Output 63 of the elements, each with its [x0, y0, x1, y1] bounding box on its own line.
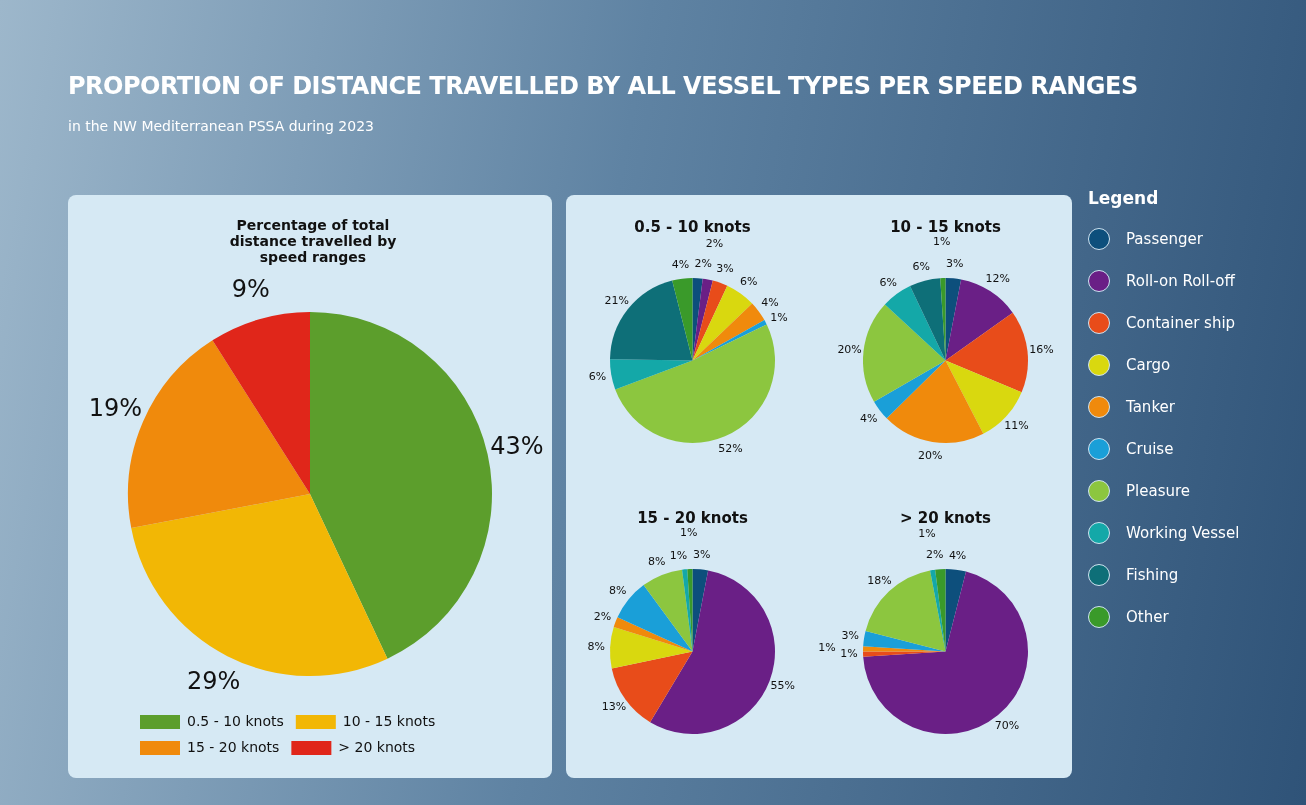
data-label: 3% [945, 257, 964, 271]
data-label: 1% [669, 548, 688, 562]
data-label: 1% [918, 527, 936, 541]
data-label: 21% [604, 293, 630, 307]
legend-label: 0.5 - 10 knots [187, 712, 284, 729]
data-label: 9% [231, 274, 270, 303]
data-label: 2% [705, 236, 724, 250]
data-label: 19% [88, 394, 143, 423]
data-label: 16% [1029, 342, 1054, 356]
data-label: 4% [948, 548, 967, 562]
data-label: 6% [912, 259, 930, 273]
legend-label: Passenger [1126, 230, 1203, 248]
legend-label: Fishing [1126, 566, 1179, 584]
data-label: 3% [692, 548, 711, 562]
data-label: 70% [994, 718, 1020, 732]
data-label: 43% [490, 431, 544, 460]
text: PROPORTION OF DISTANCE TRAVELLED BY ALL VESSEL TYPES PER SPEED RANGES [68, 72, 1138, 100]
data-label: 12% [985, 272, 1010, 286]
data-label: 1% [933, 234, 951, 248]
data-label: 29% [187, 667, 241, 696]
data-label: 20% [918, 448, 943, 462]
legend-label: Tanker [1126, 398, 1175, 416]
data-label: 4% [671, 257, 690, 271]
data-label: 52% [718, 442, 743, 456]
legend-label: Cargo [1126, 356, 1171, 374]
data-label: 20% [837, 342, 862, 356]
legend-label: Other [1126, 608, 1169, 626]
chart-title: 10 - 15 knots [890, 217, 1001, 236]
data-label: 8% [587, 639, 605, 653]
data-label: 2% [925, 548, 944, 562]
data-label: 18% [867, 574, 892, 588]
text: Percentage of total distance travelled by speed ranges [228, 217, 398, 265]
legend-label: 15 - 20 knots [187, 738, 280, 755]
data-label: 6% [740, 274, 758, 288]
chart-title: 0.5 - 10 knots [634, 217, 751, 236]
data-label: 1% [818, 640, 836, 654]
data-label: 13% [601, 700, 627, 714]
data-label: 6% [879, 275, 898, 289]
data-label: 3% [841, 629, 859, 643]
data-label: 4% [859, 411, 878, 425]
legend-label: Roll-on Roll-off [1126, 272, 1235, 290]
legend-label: Working Vessel [1126, 524, 1240, 542]
data-label: 1% [840, 647, 858, 661]
data-label: 8% [647, 554, 666, 568]
legend-label: Cruise [1126, 440, 1174, 458]
data-label: 8% [608, 583, 627, 597]
data-label: 4% [761, 295, 779, 309]
data-label: 1% [770, 310, 788, 324]
data-label: 2% [593, 609, 612, 623]
data-label: 3% [716, 262, 734, 276]
legend-label: Pleasure [1126, 482, 1191, 500]
chart-title: 15 - 20 knots [637, 508, 748, 527]
legend-label: > 20 knots [338, 738, 416, 755]
data-label: 2% [694, 257, 713, 271]
legend-title: Legend [1088, 188, 1160, 208]
chart-subtitle: in the NW Mediterranean PSSA during 2023 [68, 118, 374, 134]
data-label: 6% [588, 369, 607, 383]
chart-title: > 20 knots [900, 508, 992, 527]
legend-label: Container ship [1126, 314, 1236, 332]
data-label: 11% [1004, 418, 1029, 432]
legend-label: 10 - 15 knots [342, 712, 436, 729]
data-label: 1% [680, 525, 698, 539]
data-label: 55% [770, 678, 795, 692]
